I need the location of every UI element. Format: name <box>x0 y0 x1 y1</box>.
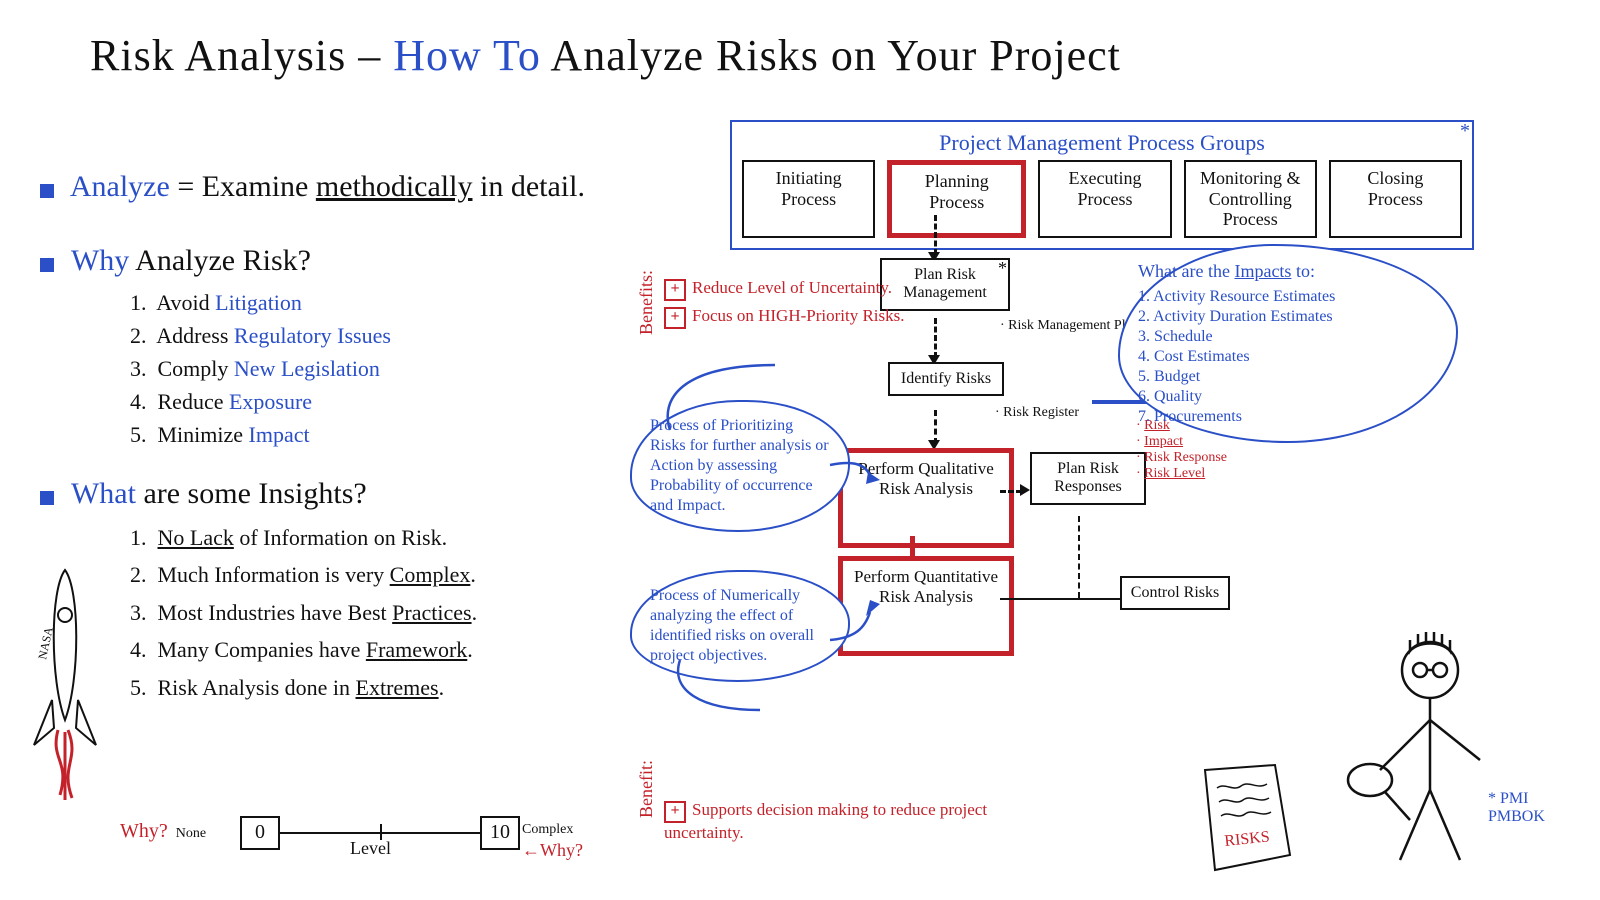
page-title: Risk Analysis – How To Analyze Risks on … <box>90 30 1121 81</box>
insight-item: 4. Many Companies have Framework. <box>130 631 600 668</box>
impacts-list: 1. Activity Resource Estimates2. Activit… <box>1138 287 1438 427</box>
rocket-label: NASA <box>35 625 56 660</box>
note-text: Risk Register <box>1003 405 1079 420</box>
pm-box: Initiating Process <box>742 160 875 238</box>
cloud-impacts: What are the Impacts to: 1. Activity Res… <box>1118 244 1458 443</box>
bullet-icon <box>40 184 54 198</box>
note-text: Risk Management Plan <box>1008 318 1139 333</box>
benefits-label: Benefits: <box>636 270 657 335</box>
box-plan-risk-responses: Plan Risk Responses <box>1030 452 1146 505</box>
box-control-risks: Control Risks <box>1120 576 1230 610</box>
reg-out-4: · Risk Level <box>1136 466 1227 482</box>
why-item: 2. Address Regulatory Issues <box>130 319 600 352</box>
def-tail: in detail. <box>480 170 585 203</box>
insight-item: 5. Risk Analysis done in Extremes. <box>130 669 600 706</box>
why-blue: Why <box>71 244 129 277</box>
reg-out-2: · Impact <box>1136 434 1227 450</box>
scale-left-why: Why? <box>120 820 168 842</box>
impact-item: 7. Procurements <box>1138 407 1438 427</box>
scale-tick <box>380 824 382 840</box>
footnote: * PMI PMBOK <box>1488 790 1588 826</box>
flow-line <box>1078 516 1080 598</box>
insight-item: 1. No Lack of Information on Risk. <box>130 519 600 556</box>
arrowhead-icon <box>1020 484 1030 496</box>
pm-row: Initiating ProcessPlanning ProcessExecut… <box>742 160 1462 238</box>
pm-box: Closing Process <box>1329 160 1462 238</box>
scale-right-why: ←Why? <box>522 840 583 861</box>
why-rest: Analyze Risk? <box>135 244 311 277</box>
risks-paper-icon: RISKS <box>1185 760 1305 880</box>
pm-box: Planning Process <box>887 160 1026 238</box>
bullet-icon <box>40 491 54 505</box>
reg-out-text: Impact <box>1144 434 1183 449</box>
why-item: 3. Comply New Legislation <box>130 352 600 385</box>
flow-line <box>1000 598 1120 600</box>
rocket-icon: NASA <box>20 560 110 820</box>
insights-heading: What are some Insights? <box>40 477 600 511</box>
plus-icon: + <box>664 307 686 329</box>
scale-mid: Level <box>350 838 391 859</box>
cloud-arrows <box>640 360 900 720</box>
plus-icon: + <box>664 801 686 823</box>
flow-arrow <box>1000 490 1022 493</box>
reg-out-text: Risk Level <box>1144 466 1205 481</box>
insights-list: 1. No Lack of Information on Risk.2. Muc… <box>130 519 600 706</box>
why-item: 5. Minimize Impact <box>130 418 600 451</box>
asterisk-icon: * <box>998 258 1007 279</box>
impacts-title: What are the Impacts to: <box>1138 260 1438 283</box>
def-eq: = Examine <box>177 170 316 203</box>
definition-line: Analyze = Examine methodically in detail… <box>40 170 600 204</box>
pm-box: Monitoring & Controlling Process <box>1184 160 1317 238</box>
flow-arrow <box>934 318 937 358</box>
impact-item: 6. Quality <box>1138 387 1438 407</box>
insights-rest: are some Insights? <box>143 477 366 510</box>
connector-red <box>910 536 915 556</box>
plus-icon: + <box>664 279 686 301</box>
impact-item: 1. Activity Resource Estimates <box>1138 287 1438 307</box>
box-identify-risks: Identify Risks <box>888 362 1004 396</box>
why-list: 1. Avoid Litigation2. Address Regulatory… <box>130 286 600 451</box>
def-lead: Analyze <box>70 170 170 203</box>
benefit-bottom-label: Benefit: <box>636 760 657 818</box>
title-part2: How To <box>393 31 541 80</box>
impact-item: 5. Budget <box>1138 367 1438 387</box>
benefit-text: Supports decision making to reduce proje… <box>664 800 987 842</box>
title-part3: Analyze Risks on Your Project <box>550 31 1120 80</box>
scale-left-sub: None <box>176 826 206 841</box>
scale-ten: 10 <box>480 816 520 850</box>
box-plan-risk-mgmt: Plan Risk Management <box>880 258 1010 311</box>
pm-title: Project Management Process Groups <box>742 130 1462 156</box>
bullet-icon <box>40 258 54 272</box>
impact-item: 4. Cost Estimates <box>1138 347 1438 367</box>
flow-arrow <box>934 215 937 255</box>
title-part1: Risk Analysis – <box>90 31 381 80</box>
benefit-line-1: + Reduce Level of Uncertainty. <box>664 278 892 301</box>
flow-arrow <box>934 410 937 444</box>
pm-asterisk: * <box>1460 120 1470 143</box>
left-column: Analyze = Examine methodically in detail… <box>40 170 600 706</box>
why-heading: Why Analyze Risk? <box>40 244 600 278</box>
benefit-text: Focus on HIGH-Priority Risks. <box>692 306 905 325</box>
impact-item: 2. Activity Duration Estimates <box>1138 307 1438 327</box>
why-item: 1. Avoid Litigation <box>130 286 600 319</box>
extremes-scale: Why? None 0 Level 10 Complex ←Why? <box>120 820 580 843</box>
benefit-line-2: + Focus on HIGH-Priority Risks. <box>664 306 905 329</box>
insights-blue: What <box>71 477 136 510</box>
note-risk-mgmt-plan: · Risk Management Plan <box>1000 318 1139 334</box>
insight-item: 3. Most Industries have Best Practices. <box>130 594 600 631</box>
why-item: 4. Reduce Exposure <box>130 385 600 418</box>
benefit-bottom-line: +Supports decision making to reduce proj… <box>664 800 1024 843</box>
reg-out-text: Risk Response <box>1144 450 1227 465</box>
note-risk-register: · Risk Register <box>995 405 1079 421</box>
benefit-text: Reduce Level of Uncertainty. <box>692 278 892 297</box>
insight-item: 2. Much Information is very Complex. <box>130 556 600 593</box>
impact-item: 3. Schedule <box>1138 327 1438 347</box>
scale-right-sub: Complex <box>522 822 573 838</box>
scale-zero: 0 <box>240 816 280 850</box>
reg-out-3: · Risk Response <box>1136 450 1227 466</box>
pm-box: Executing Process <box>1038 160 1171 238</box>
scale-right-why-text: Why? <box>540 840 583 860</box>
pm-process-groups: Project Management Process Groups Initia… <box>730 120 1474 250</box>
def-keyword: methodically <box>316 170 473 203</box>
